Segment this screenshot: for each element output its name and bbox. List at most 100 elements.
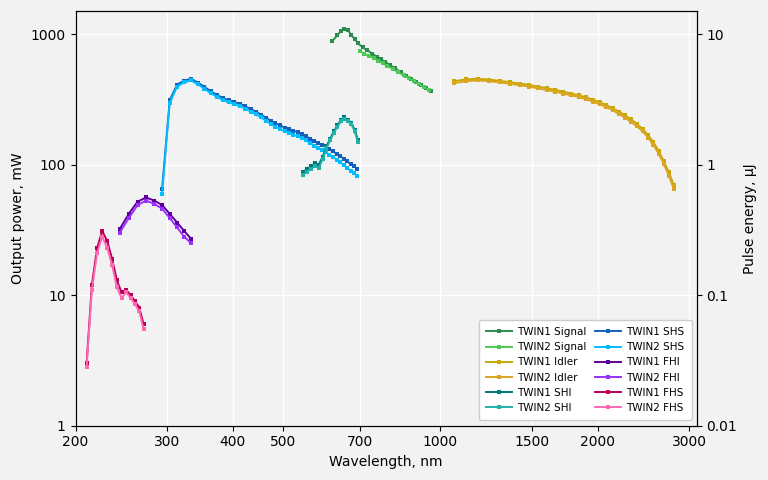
TWIN1 SHS: [276, 122, 285, 128]
TWIN1 Idler: [495, 78, 505, 84]
TWIN1 SHS: [230, 99, 239, 105]
TWIN2 Idler: [595, 101, 604, 107]
TWIN2 SHI: [318, 156, 327, 162]
TWIN1 FHS: [112, 277, 121, 283]
TWIN2 SHS: [180, 80, 189, 85]
TWIN2 FHI: [133, 202, 142, 208]
TWIN1 SHS: [271, 120, 280, 126]
TWIN2 Idler: [485, 78, 494, 84]
TWIN1 FHS: [126, 292, 135, 298]
TWIN2 FHS: [139, 326, 148, 332]
TWIN2 Idler: [588, 99, 598, 105]
TWIN1 SHI: [303, 167, 312, 172]
TWIN1 SHS: [325, 146, 334, 152]
TWIN1 SHS: [240, 103, 250, 109]
TWIN2 SHS: [313, 144, 323, 150]
TWIN2 SHI: [322, 145, 331, 151]
TWIN1 SHS: [261, 115, 270, 120]
X-axis label: Wavelength, nm: Wavelength, nm: [329, 455, 443, 469]
TWIN2 Signal: [404, 75, 413, 81]
TWIN2 Idler: [525, 84, 534, 89]
TWIN2 FHS: [117, 295, 126, 301]
TWIN1 Signal: [372, 54, 381, 60]
TWIN1 SHI: [346, 120, 356, 125]
TWIN1 FHS: [117, 289, 126, 295]
TWIN2 SHS: [276, 126, 285, 132]
Line: TWIN2 FHI: TWIN2 FHI: [118, 198, 194, 246]
TWIN2 SHI: [336, 119, 346, 124]
TWIN2 SHS: [321, 150, 330, 156]
TWIN2 SHS: [246, 108, 255, 114]
Line: TWIN2 Signal: TWIN2 Signal: [357, 49, 431, 92]
TWIN1 SHS: [339, 156, 349, 162]
TWIN2 Signal: [378, 60, 387, 66]
TWIN2 Idler: [462, 78, 471, 84]
TWIN1 SHI: [336, 117, 346, 123]
Line: TWIN1 Signal: TWIN1 Signal: [329, 26, 434, 93]
TWIN1 Signal: [343, 27, 353, 33]
TWIN1 Idler: [558, 89, 568, 95]
TWIN1 SHS: [346, 161, 356, 167]
TWIN1 FHI: [115, 226, 124, 232]
TWIN1 Signal: [362, 48, 372, 53]
TWIN2 Signal: [355, 48, 364, 54]
TWIN1 FHS: [139, 321, 148, 327]
TWIN2 FHI: [187, 240, 196, 246]
TWIN2 Signal: [424, 87, 433, 93]
TWIN2 SHS: [289, 132, 298, 137]
TWIN1 FHI: [180, 228, 189, 234]
TWIN2 SHI: [350, 129, 359, 134]
Line: TWIN2 SHS: TWIN2 SHS: [160, 78, 359, 196]
TWIN1 FHI: [141, 194, 151, 200]
TWIN1 Signal: [336, 28, 346, 34]
TWIN2 SHS: [200, 86, 209, 92]
TWIN2 SHI: [310, 164, 319, 169]
TWIN2 FHS: [134, 309, 144, 314]
TWIN1 SHS: [310, 138, 319, 144]
TWIN1 FHS: [131, 298, 140, 304]
Line: TWIN2 FHS: TWIN2 FHS: [84, 234, 146, 370]
TWIN1 Idler: [602, 102, 611, 108]
TWIN1 FHS: [108, 256, 117, 262]
TWIN2 Idler: [608, 108, 617, 113]
TWIN1 SHS: [257, 112, 266, 118]
TWIN1 SHS: [218, 95, 227, 101]
TWIN2 Idler: [495, 80, 505, 85]
TWIN1 SHS: [343, 158, 352, 164]
TWIN2 Idler: [669, 186, 678, 192]
TWIN2 FHS: [131, 301, 140, 307]
TWIN2 FHS: [82, 364, 91, 370]
TWIN1 SHS: [353, 166, 362, 171]
TWIN2 FHS: [126, 295, 135, 301]
TWIN2 Idler: [664, 173, 674, 179]
TWIN2 FHI: [115, 230, 124, 236]
TWIN2 SHS: [329, 154, 338, 160]
TWIN2 FHI: [141, 198, 151, 204]
TWIN2 Idler: [654, 151, 664, 156]
TWIN2 Signal: [382, 63, 392, 69]
Line: TWIN2 SHI: TWIN2 SHI: [300, 116, 360, 178]
TWIN1 SHI: [343, 117, 353, 123]
TWIN2 SHS: [187, 78, 196, 84]
TWIN1 Idler: [654, 148, 664, 154]
TWIN1 FHI: [173, 220, 182, 226]
TWIN1 Idler: [534, 84, 543, 89]
Line: TWIN1 SHS: TWIN1 SHS: [160, 76, 359, 192]
TWIN1 SHI: [333, 122, 342, 128]
TWIN2 Idler: [638, 129, 647, 134]
TWIN1 FHS: [88, 282, 97, 288]
TWIN1 Idler: [621, 113, 630, 119]
TWIN2 Idler: [574, 94, 583, 100]
TWIN2 Signal: [415, 81, 424, 87]
TWIN1 Signal: [422, 85, 431, 91]
TWIN2 SHS: [306, 140, 315, 146]
TWIN1 Signal: [381, 59, 390, 65]
TWIN2 SHS: [218, 97, 227, 103]
Legend: TWIN1 Signal, TWIN2 Signal, TWIN1 Idler, TWIN2 Idler, TWIN1 SHI, TWIN2 SHI, TWIN: TWIN1 Signal, TWIN2 Signal, TWIN1 Idler,…: [478, 320, 692, 420]
TWIN1 Signal: [426, 88, 435, 94]
TWIN1 Idler: [649, 140, 658, 145]
TWIN2 SHI: [326, 138, 335, 144]
TWIN1 SHI: [298, 169, 307, 175]
TWIN2 FHS: [112, 284, 121, 290]
TWIN2 SHS: [302, 138, 311, 144]
